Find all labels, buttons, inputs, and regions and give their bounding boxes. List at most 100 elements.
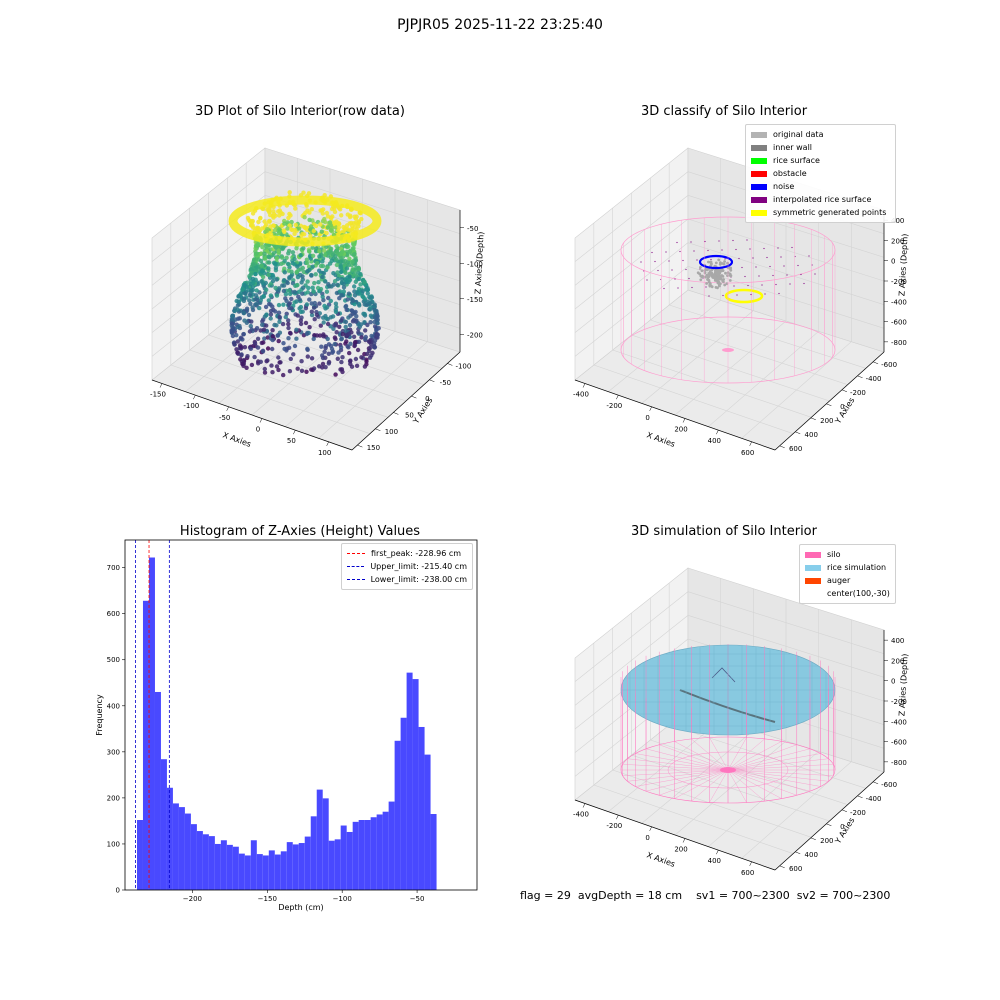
panel1-point — [276, 302, 282, 308]
panel1-point — [359, 335, 364, 340]
panel2-interp-point — [736, 294, 738, 296]
legend3-entry: first_peak: -228.96 cm — [347, 547, 467, 560]
panel1-point — [318, 323, 323, 328]
panel1-y-axis — [351, 351, 461, 451]
histogram-bar — [286, 842, 293, 890]
panel4-ztick-label: -600 — [891, 739, 907, 747]
panel2-xtick-mark — [682, 418, 686, 423]
panel1-point — [287, 305, 292, 311]
panel4-xtick-mark — [582, 803, 586, 808]
panel1-point — [304, 257, 310, 262]
panel1-point — [323, 345, 328, 351]
panel2-original-point — [722, 262, 726, 266]
panel1-point — [324, 244, 329, 250]
panel4-floor-spoke — [727, 753, 821, 771]
panel1-point — [285, 261, 291, 267]
panel1-point — [290, 250, 296, 255]
legend4-swatch — [805, 577, 821, 584]
panel1-point — [235, 303, 241, 308]
panel1-point — [273, 285, 278, 291]
panel1-point — [280, 321, 286, 327]
panel1-point — [299, 280, 304, 285]
panel1-point — [255, 336, 261, 341]
panel1-point — [325, 336, 330, 342]
panel1-point — [261, 327, 267, 332]
panel4-xtick-label: 600 — [741, 869, 754, 877]
panel4-ytick-mark — [779, 865, 785, 869]
panel2-interp-point — [758, 275, 760, 277]
panel2-xtick-label: 0 — [645, 414, 649, 422]
panel1-xtick-label: 0 — [256, 426, 260, 434]
panel1-point — [331, 271, 336, 276]
panel1-point — [301, 246, 306, 251]
panel1-xtick-label: 100 — [318, 449, 331, 457]
panel2-interp-point — [710, 258, 712, 261]
panel1-point — [326, 361, 331, 366]
panel1-point — [309, 367, 314, 372]
panel2-interp-point — [747, 284, 749, 287]
panel1-point — [338, 207, 343, 212]
panel1-point — [287, 291, 293, 297]
panel2-interp-point — [654, 260, 656, 263]
histogram-bar — [184, 813, 191, 890]
panel2-ztick-label: 0 — [891, 258, 895, 266]
legend2-label: symmetric generated points — [773, 208, 887, 217]
panel1-point — [268, 312, 274, 317]
panel1-point — [316, 280, 321, 285]
histogram-bar — [292, 844, 299, 890]
panel1-point — [340, 249, 345, 254]
panel2-interp-point — [735, 248, 737, 251]
panel1-point — [354, 363, 360, 368]
panel1-point — [248, 346, 253, 351]
panel2-ytick-mark — [841, 389, 848, 393]
panel1-point — [342, 243, 348, 249]
legend2-entry: obstacle — [751, 167, 890, 180]
histogram-xtick-label: −100 — [333, 895, 352, 903]
panel1-xtick-mark — [293, 430, 296, 435]
panel1-point — [307, 217, 312, 223]
panel2-interp-point — [783, 265, 785, 267]
legend2-entry: interpolated rice surface — [751, 193, 890, 206]
panel1-xtick-label: -150 — [150, 391, 166, 399]
panel2-original-point — [719, 277, 723, 281]
panel1-point — [305, 346, 310, 352]
histogram-bar — [166, 787, 173, 890]
histogram-bar — [322, 798, 329, 890]
panel4-auger — [711, 667, 736, 683]
panel1-point — [347, 214, 353, 220]
panel4-zlabel: Z Axies (Depth) — [897, 653, 909, 716]
panel2-original-point — [728, 279, 732, 282]
panel2-interp-point — [746, 239, 748, 241]
panel1-point — [337, 289, 343, 294]
panel1-point — [241, 310, 247, 316]
legend4-label: center(100,-30) — [827, 589, 890, 598]
panel2-ztick-label: -400 — [891, 298, 907, 306]
panel1-point — [344, 266, 350, 271]
panel2-interp-point — [814, 273, 816, 275]
panel1-point — [295, 274, 301, 280]
panel4-floor-spoke — [635, 769, 729, 787]
sv1-text: sv1 = 700~2300 — [696, 889, 790, 902]
panel2-ytick-label: 0 — [840, 403, 844, 411]
panel1-point — [254, 302, 259, 307]
panel1-point — [244, 306, 250, 311]
panel1-point — [365, 322, 370, 328]
legend2-swatch — [751, 157, 767, 164]
panel4-floor-spoke — [622, 764, 729, 771]
panel2-xtick-mark — [749, 441, 752, 446]
panel1-point — [374, 308, 379, 314]
panel1-point — [310, 253, 316, 258]
panel1-point — [328, 315, 333, 320]
panel1-point — [362, 364, 368, 369]
legend4-swatch — [805, 564, 821, 571]
histogram-bar — [268, 850, 275, 890]
histogram-xtick-label: −150 — [258, 895, 277, 903]
panel1-point — [298, 253, 303, 258]
panel2-ztick-label: -600 — [891, 319, 907, 327]
panel1-point — [266, 207, 271, 212]
panel1-point — [311, 228, 316, 234]
panel1-point — [340, 355, 345, 360]
legend4-label: auger — [827, 576, 851, 585]
panel1-point — [345, 227, 351, 232]
